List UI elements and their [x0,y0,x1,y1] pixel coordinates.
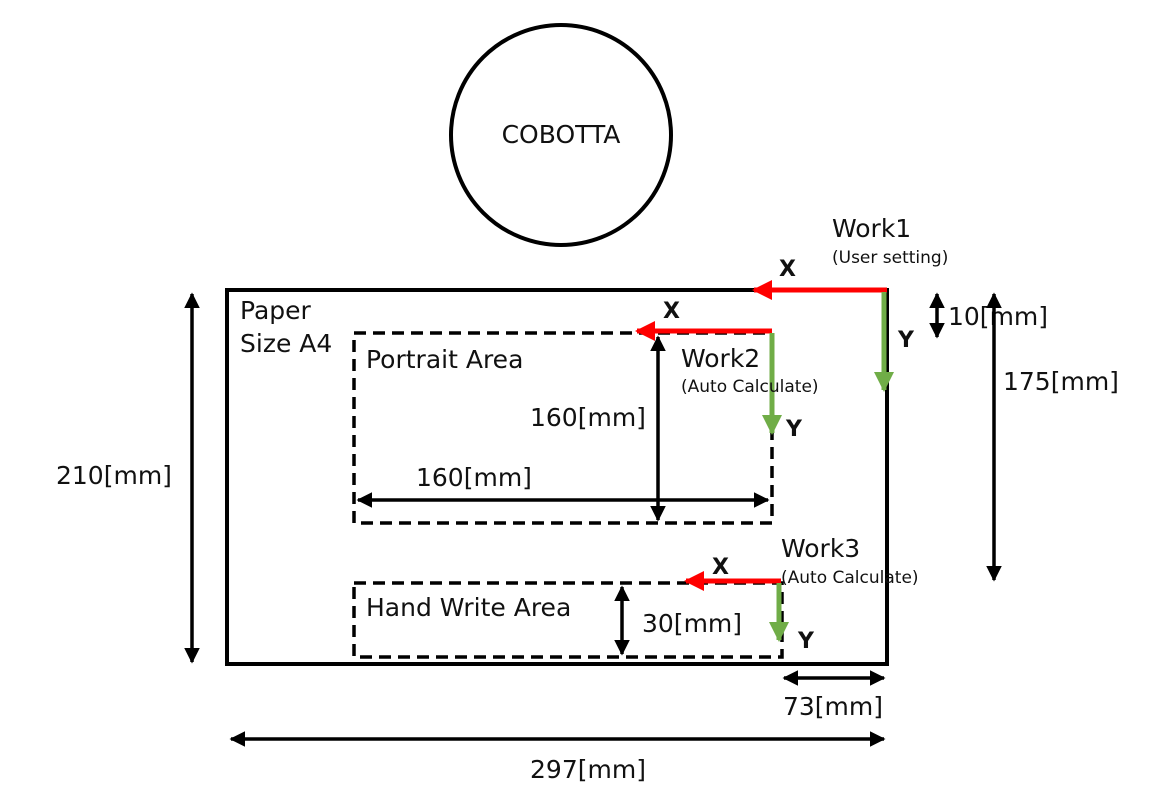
paper-label-line2: Size A4 [240,329,332,358]
work2-title: Work2 [681,344,760,373]
work1-y-label: Y [897,328,915,353]
robot-label: COBOTTA [502,120,621,149]
work1-offset-label: 10[mm] [948,302,1048,331]
work1-note: (User setting) [832,248,948,268]
work3-x-label: X [712,555,729,580]
portrait-area-label: Portrait Area [366,345,523,374]
work3-offset-y-label: 175[mm] [1003,367,1119,396]
work3-note: (Auto Calculate) [781,568,919,588]
handwrite-area-label: Hand Write Area [366,593,571,622]
portrait-width-label: 160[mm] [416,463,532,492]
work2-note: (Auto Calculate) [681,377,819,397]
work3-y-label: Y [797,629,815,654]
paper-outline [225,288,889,666]
work2-y-label: Y [785,417,803,442]
paper-label-line1: Paper [240,296,312,325]
robot-circle [449,23,673,247]
work3-offset-x-label: 73[mm] [783,692,883,721]
work1-x-label: X [779,257,796,282]
paper-height-label: 210[mm] [56,461,172,490]
paper-width-label: 297[mm] [530,755,646,784]
portrait-height-label: 160[mm] [530,403,646,432]
handwrite-area [352,581,784,659]
work2-x-label: X [663,299,680,324]
work1-title: Work1 [832,214,911,243]
work3-title: Work3 [781,534,860,563]
handwrite-height-label: 30[mm] [642,609,742,638]
